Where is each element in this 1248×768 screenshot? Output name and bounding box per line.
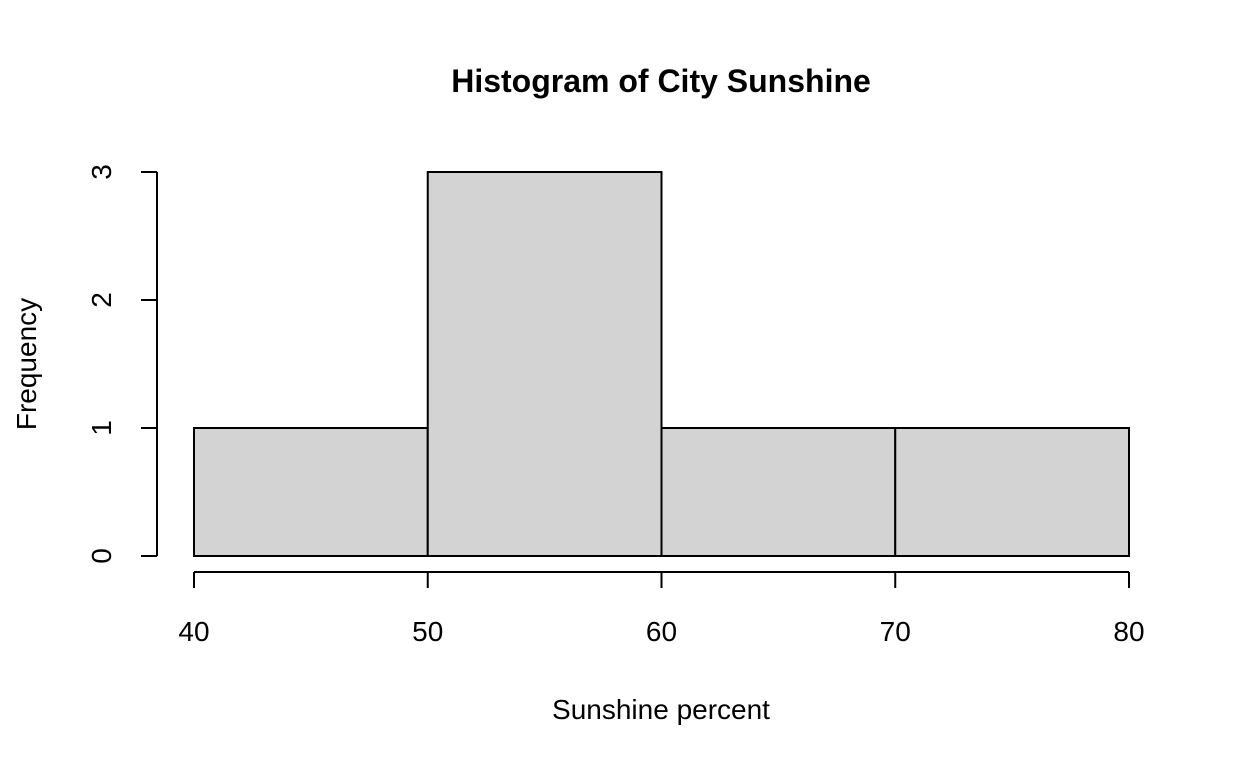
x-axis: 40 50 60 70 80 [178,571,1145,647]
y-tick-label-2: 2 [86,292,117,308]
y-axis: 0 1 2 3 [86,164,158,564]
x-tick-label-2: 60 [646,616,677,647]
histogram-bar-2 [660,427,897,557]
x-tick-label-4: 80 [1113,616,1144,647]
histogram-bar-1 [426,171,663,557]
y-tick-label-3: 3 [86,164,117,180]
x-tick-label-1: 50 [412,616,443,647]
y-tick-label-0: 0 [86,548,117,564]
x-tick-label-0: 40 [178,616,209,647]
chart-title: Histogram of City Sunshine [451,63,871,99]
bars [193,171,1130,557]
y-tick-label-1: 1 [86,420,117,436]
histogram-bar-3 [894,427,1130,557]
x-tick-label-3: 70 [880,616,911,647]
x-axis-label: Sunshine percent [552,694,770,725]
y-axis-label: Frequency [11,298,42,430]
histogram-bar-0 [193,427,429,557]
